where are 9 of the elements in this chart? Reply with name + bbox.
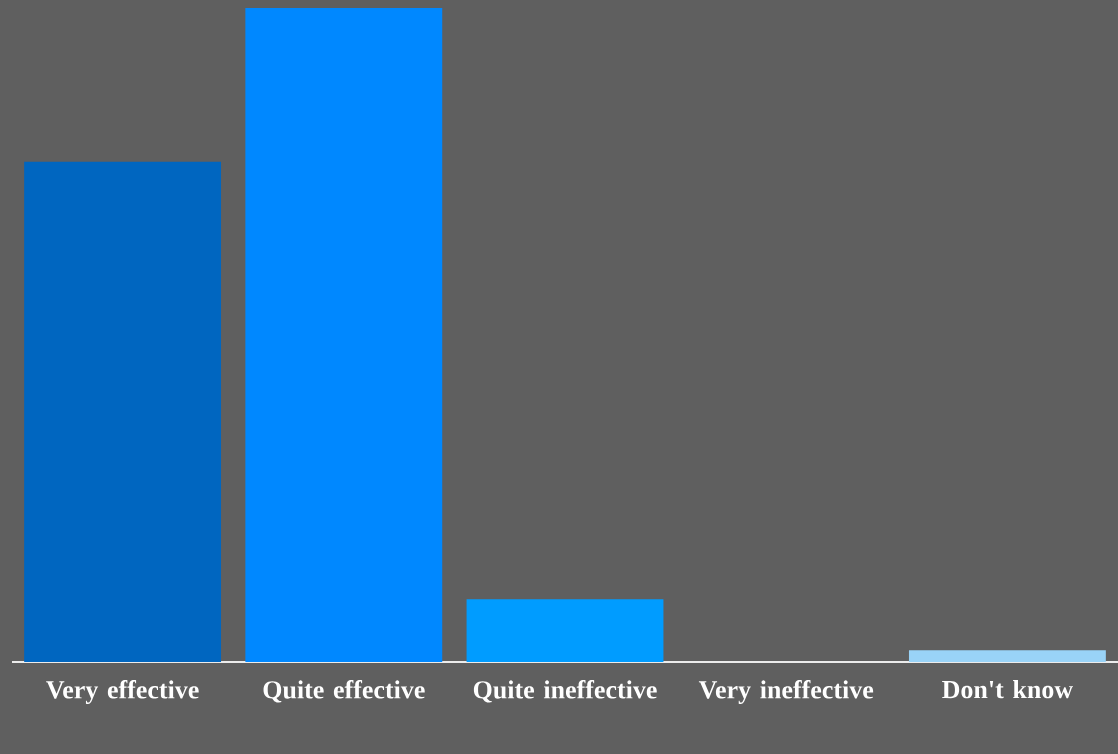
x-tick-label: Quite effective	[263, 680, 425, 703]
x-tick-label: Don't know	[942, 680, 1073, 699]
x-tick-label: Very effective	[46, 680, 199, 704]
bar	[245, 7, 443, 662]
bar	[908, 650, 1106, 662]
bar	[24, 161, 222, 662]
x-tick-label: Quite ineffective	[473, 680, 657, 703]
x-tick-label: Very ineffective	[698, 680, 874, 704]
bar	[466, 599, 664, 662]
